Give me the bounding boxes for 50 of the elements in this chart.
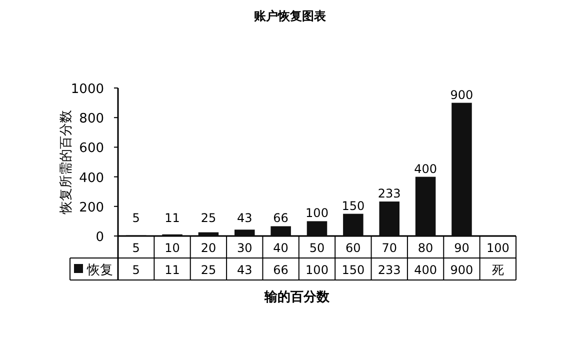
x-tick-label: 90 xyxy=(454,241,470,255)
text: 死 xyxy=(492,263,504,277)
x-tick-label: 80 xyxy=(418,241,434,255)
data-label: 11 xyxy=(164,211,180,225)
text: 100 xyxy=(306,263,328,277)
x-tick-label: 40 xyxy=(273,241,288,255)
data-label: 66 xyxy=(273,211,288,225)
data-label: 5 xyxy=(132,211,140,225)
data-label: 400 xyxy=(414,162,437,176)
data-label: 150 xyxy=(342,198,365,213)
bar xyxy=(379,202,400,236)
text: 900 xyxy=(450,263,474,277)
text: 150 xyxy=(342,263,365,277)
text: 400 xyxy=(414,263,437,277)
y-tick-label: 1000 xyxy=(70,82,104,97)
bar xyxy=(234,230,255,236)
chart-title: 账户恢复图表 xyxy=(253,9,327,23)
bar xyxy=(415,176,436,236)
text: 11 xyxy=(164,263,180,277)
y-tick-label: 0 xyxy=(96,230,104,245)
x-tick-label: 70 xyxy=(382,241,398,255)
x-tick-label: 5 xyxy=(132,241,140,255)
data-label: 233 xyxy=(378,186,401,201)
x-tick-label: 10 xyxy=(164,241,180,255)
x-tick-label: 20 xyxy=(200,241,216,255)
legend-label: 恢复 xyxy=(86,263,113,278)
data-label: 43 xyxy=(236,211,252,225)
x-axis-title: 输的百分数 xyxy=(264,290,330,305)
y-tick-label: 200 xyxy=(79,200,104,216)
bar xyxy=(198,232,219,236)
y-tick-label: 800 xyxy=(79,112,104,127)
y-axis-title: 恢复所需的百分数 xyxy=(59,110,74,215)
bar xyxy=(452,102,472,236)
text: 233 xyxy=(378,263,401,277)
data-label: 25 xyxy=(200,211,216,225)
text: 5 xyxy=(132,263,140,277)
data-label: 100 xyxy=(306,206,328,220)
x-tick-label: 60 xyxy=(346,241,361,255)
y-tick-label: 400 xyxy=(79,170,104,186)
bar xyxy=(306,221,328,236)
x-tick-label: 30 xyxy=(236,241,252,255)
x-tick-label: 100 xyxy=(486,241,510,255)
bar xyxy=(343,214,364,236)
data-label: 900 xyxy=(450,88,474,102)
bar xyxy=(270,226,291,236)
text: 25 xyxy=(200,263,216,277)
x-tick-label: 50 xyxy=(309,241,325,255)
y-tick-label: 600 xyxy=(79,141,104,156)
text: 43 xyxy=(236,263,252,277)
text: 66 xyxy=(273,263,288,277)
